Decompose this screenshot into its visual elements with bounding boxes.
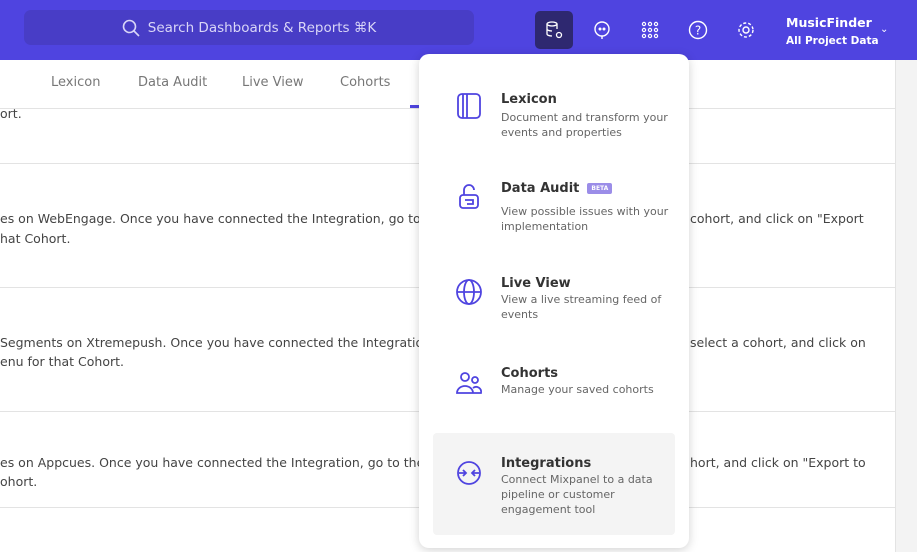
menu-item-desc: View a live streaming feed of events [501, 293, 662, 321]
menu-item-desc: Connect Mixpanel to a data pipeline or c… [501, 473, 653, 516]
row-text: ohort. [0, 474, 38, 489]
database-gear-icon [546, 21, 563, 39]
row-text: select a cohort, and click on [690, 335, 866, 350]
menu-item-title: Lexicon [501, 92, 557, 107]
row-text: es on WebEngage. Once you have connected… [0, 211, 446, 226]
menu-item-data-audit[interactable]: Data Audit BETA View possible issues with… [433, 181, 675, 251]
menu-item-integrations[interactable]: Integrations Connect Mixpanel to a data … [433, 433, 675, 535]
integrations-icon [457, 461, 481, 485]
menu-item-desc: Document and transform your events and p… [501, 111, 668, 139]
apps-button[interactable] [631, 11, 669, 49]
top-nav: Search Dashboards & Reports ⌘K ? MusicFi… [0, 0, 917, 60]
chevron-down-icon[interactable]: ⌄ [880, 24, 889, 35]
search-bar[interactable]: Search Dashboards & Reports ⌘K [24, 10, 474, 45]
tab-data-audit[interactable]: Data Audit [138, 75, 208, 90]
menu-item-title: Data Audit [501, 181, 580, 196]
menu-item-desc: View possible issues with your implement… [501, 205, 669, 233]
row-text: hat Cohort. [0, 231, 71, 246]
row-text: Segments on Xtremepush. Once you have co… [0, 335, 436, 350]
menu-item-lexicon[interactable]: Lexicon Document and transform your even… [433, 92, 675, 152]
svg-text:?: ? [695, 24, 701, 38]
book-icon [457, 93, 481, 119]
tab-cohorts[interactable]: Cohorts [340, 75, 391, 90]
beta-badge: BETA [587, 183, 613, 194]
tab-lexicon[interactable]: Lexicon [51, 75, 101, 90]
apps-grid-icon [641, 21, 659, 39]
search-icon [122, 19, 140, 37]
menu-item-title: Cohorts [501, 366, 559, 381]
chat-icon [594, 21, 610, 39]
search-placeholder: Search Dashboards & Reports ⌘K [147, 19, 377, 36]
project-name: MusicFinder [786, 15, 872, 30]
row-text: enu for that Cohort. [0, 354, 124, 369]
menu-item-title: Integrations [501, 456, 592, 471]
row-text: es on Appcues. Once you have connected t… [0, 455, 440, 470]
users-icon [456, 372, 482, 394]
menu-item-cohorts[interactable]: Cohorts Manage your saved cohorts [433, 366, 675, 416]
active-tab-indicator [410, 105, 422, 108]
settings-icon [738, 22, 754, 38]
menu-item-desc: Manage your saved cohorts [501, 383, 654, 396]
data-management-button[interactable] [535, 11, 573, 49]
project-scope: All Project Data [786, 35, 879, 47]
menu-item-title: Live View [501, 276, 571, 291]
globe-icon [456, 279, 482, 305]
menu-item-live-view[interactable]: Live View View a live streaming feed of … [433, 276, 675, 336]
tab-live-view[interactable]: Live View [242, 75, 304, 90]
project-selector[interactable]: MusicFinder All Project Data [786, 14, 879, 50]
chat-button[interactable] [583, 11, 621, 49]
help-icon: ? [688, 20, 708, 40]
help-button[interactable]: ? [679, 11, 717, 49]
scrollbar[interactable] [895, 60, 917, 552]
row-text: ort. [0, 106, 22, 121]
row-text: cohort, and click on "Export [690, 211, 864, 226]
data-management-menu: Lexicon Document and transform your even… [419, 54, 689, 548]
lock-audit-icon [459, 184, 479, 209]
settings-button[interactable] [727, 11, 765, 49]
row-text: hort, and click on "Export to [690, 455, 866, 470]
integration-row: es on WebEngage. Once you have connected… [0, 164, 895, 288]
